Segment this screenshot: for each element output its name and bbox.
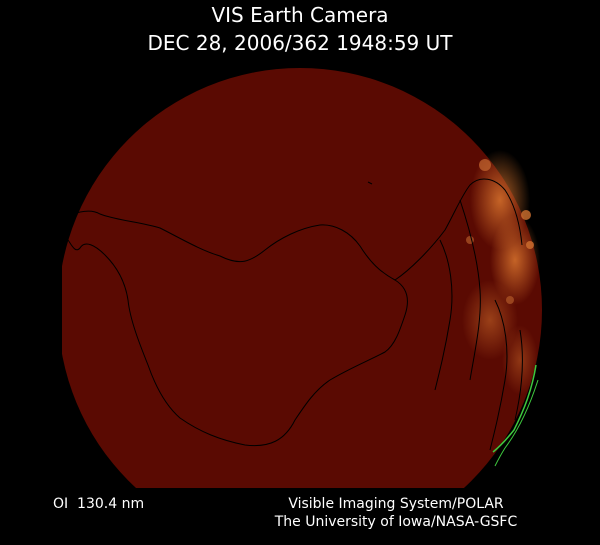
institution: The University of Iowa/NASA-GSFC bbox=[274, 514, 518, 530]
earth-disk bbox=[62, 68, 542, 488]
terminator-line bbox=[492, 364, 537, 453]
coastlines bbox=[62, 178, 523, 451]
wavelength: OI 130.4 nm bbox=[53, 496, 144, 512]
title: VIS Earth Camera bbox=[211, 3, 388, 27]
terminator-line bbox=[494, 379, 539, 467]
timestamp: DEC 28, 2006/362 1948:59 UT bbox=[148, 31, 454, 55]
instrument: Visible Imaging System/POLAR bbox=[288, 496, 504, 512]
disk bbox=[62, 68, 542, 488]
auroral-glow bbox=[462, 150, 540, 395]
